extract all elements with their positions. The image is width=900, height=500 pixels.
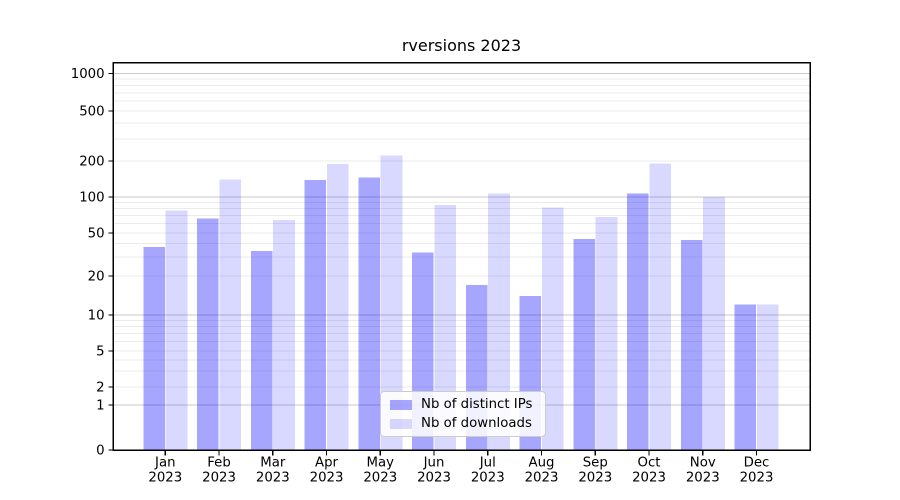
legend-label-distinct-ips: Nb of distinct IPs — [421, 397, 533, 412]
bar-sep-distinct-ips — [573, 238, 595, 450]
bar-feb-distinct-ips — [197, 218, 219, 450]
bar-mar-distinct-ips — [250, 251, 273, 450]
x-tick-year-jul: 2023 — [471, 471, 505, 486]
y-tick-label-500: 500 — [79, 105, 104, 120]
bar-apr-downloads — [326, 163, 349, 450]
x-tick-year-may: 2023 — [363, 471, 397, 486]
y-tick-label-1: 1 — [96, 399, 104, 414]
x-tick-year-apr: 2023 — [310, 471, 344, 486]
bar-oct-distinct-ips — [627, 193, 649, 450]
x-tick-label-oct: Oct — [638, 456, 661, 471]
x-tick-label-nov: Nov — [690, 456, 716, 471]
y-tick-label-5: 5 — [96, 345, 104, 360]
y-tick-label-50: 50 — [88, 227, 105, 242]
legend-swatch-distinct-ips — [390, 399, 412, 410]
bar-may-downloads — [380, 155, 403, 450]
y-tick-label-100: 100 — [79, 191, 104, 206]
chart-title: rversions 2023 — [401, 36, 522, 55]
bar-may-distinct-ips — [358, 177, 380, 450]
legend-item-downloads: Nb of downloads — [390, 416, 545, 431]
bar-jul-downloads — [488, 193, 510, 450]
legend-item-distinct-ips: Nb of distinct IPs — [390, 397, 545, 412]
x-axis: Jan2023Feb2023Mar2023Apr2023May2023Jun20… — [148, 450, 773, 486]
x-tick-label-may: May — [367, 456, 395, 471]
x-tick-label-apr: Apr — [315, 456, 339, 471]
bar-dec-downloads — [756, 304, 779, 450]
x-tick-label-jan: Jan — [154, 456, 176, 471]
x-tick-year-sep: 2023 — [578, 471, 612, 486]
x-tick-label-sep: Sep — [583, 456, 608, 471]
bar-feb-downloads — [219, 179, 242, 450]
legend: Nb of distinct IPs Nb of downloads — [380, 391, 546, 437]
legend-swatch-downloads — [390, 418, 412, 429]
bar-sep-downloads — [595, 217, 618, 450]
bar-jan-distinct-ips — [143, 247, 165, 450]
legend-label-downloads: Nb of downloads — [421, 416, 532, 431]
bar-jun-downloads — [434, 204, 457, 450]
bars — [143, 155, 779, 451]
y-tick-label-200: 200 — [79, 155, 104, 170]
bar-nov-distinct-ips — [680, 240, 703, 450]
y-tick-label-20: 20 — [88, 270, 105, 285]
bar-dec-distinct-ips — [734, 304, 757, 450]
x-tick-year-nov: 2023 — [686, 471, 720, 486]
x-tick-year-dec: 2023 — [740, 471, 774, 486]
x-tick-label-feb: Feb — [207, 456, 231, 471]
y-tick-label-1000: 1000 — [71, 67, 105, 82]
y-tick-label-2: 2 — [96, 381, 104, 396]
bar-mar-downloads — [273, 220, 295, 450]
bar-apr-distinct-ips — [304, 179, 327, 450]
x-tick-year-aug: 2023 — [525, 471, 559, 486]
y-tick-label-10: 10 — [88, 309, 105, 324]
x-tick-label-dec: Dec — [744, 456, 770, 471]
x-tick-year-feb: 2023 — [202, 471, 236, 486]
x-tick-year-mar: 2023 — [256, 471, 290, 486]
x-tick-label-mar: Mar — [260, 456, 286, 471]
bar-nov-downloads — [703, 197, 725, 450]
x-tick-label-aug: Aug — [529, 456, 555, 471]
y-tick-label-0: 0 — [96, 444, 104, 459]
axes-spines — [112, 61, 811, 451]
bar-oct-downloads — [649, 163, 672, 451]
x-tick-label-jun: Jun — [423, 456, 445, 471]
bar-jan-downloads — [165, 210, 188, 450]
bar-aug-downloads — [541, 207, 564, 450]
x-tick-label-jul: Jul — [479, 456, 496, 471]
x-tick-year-jun: 2023 — [417, 471, 451, 486]
x-tick-year-oct: 2023 — [632, 471, 666, 486]
x-tick-year-jan: 2023 — [148, 471, 182, 486]
